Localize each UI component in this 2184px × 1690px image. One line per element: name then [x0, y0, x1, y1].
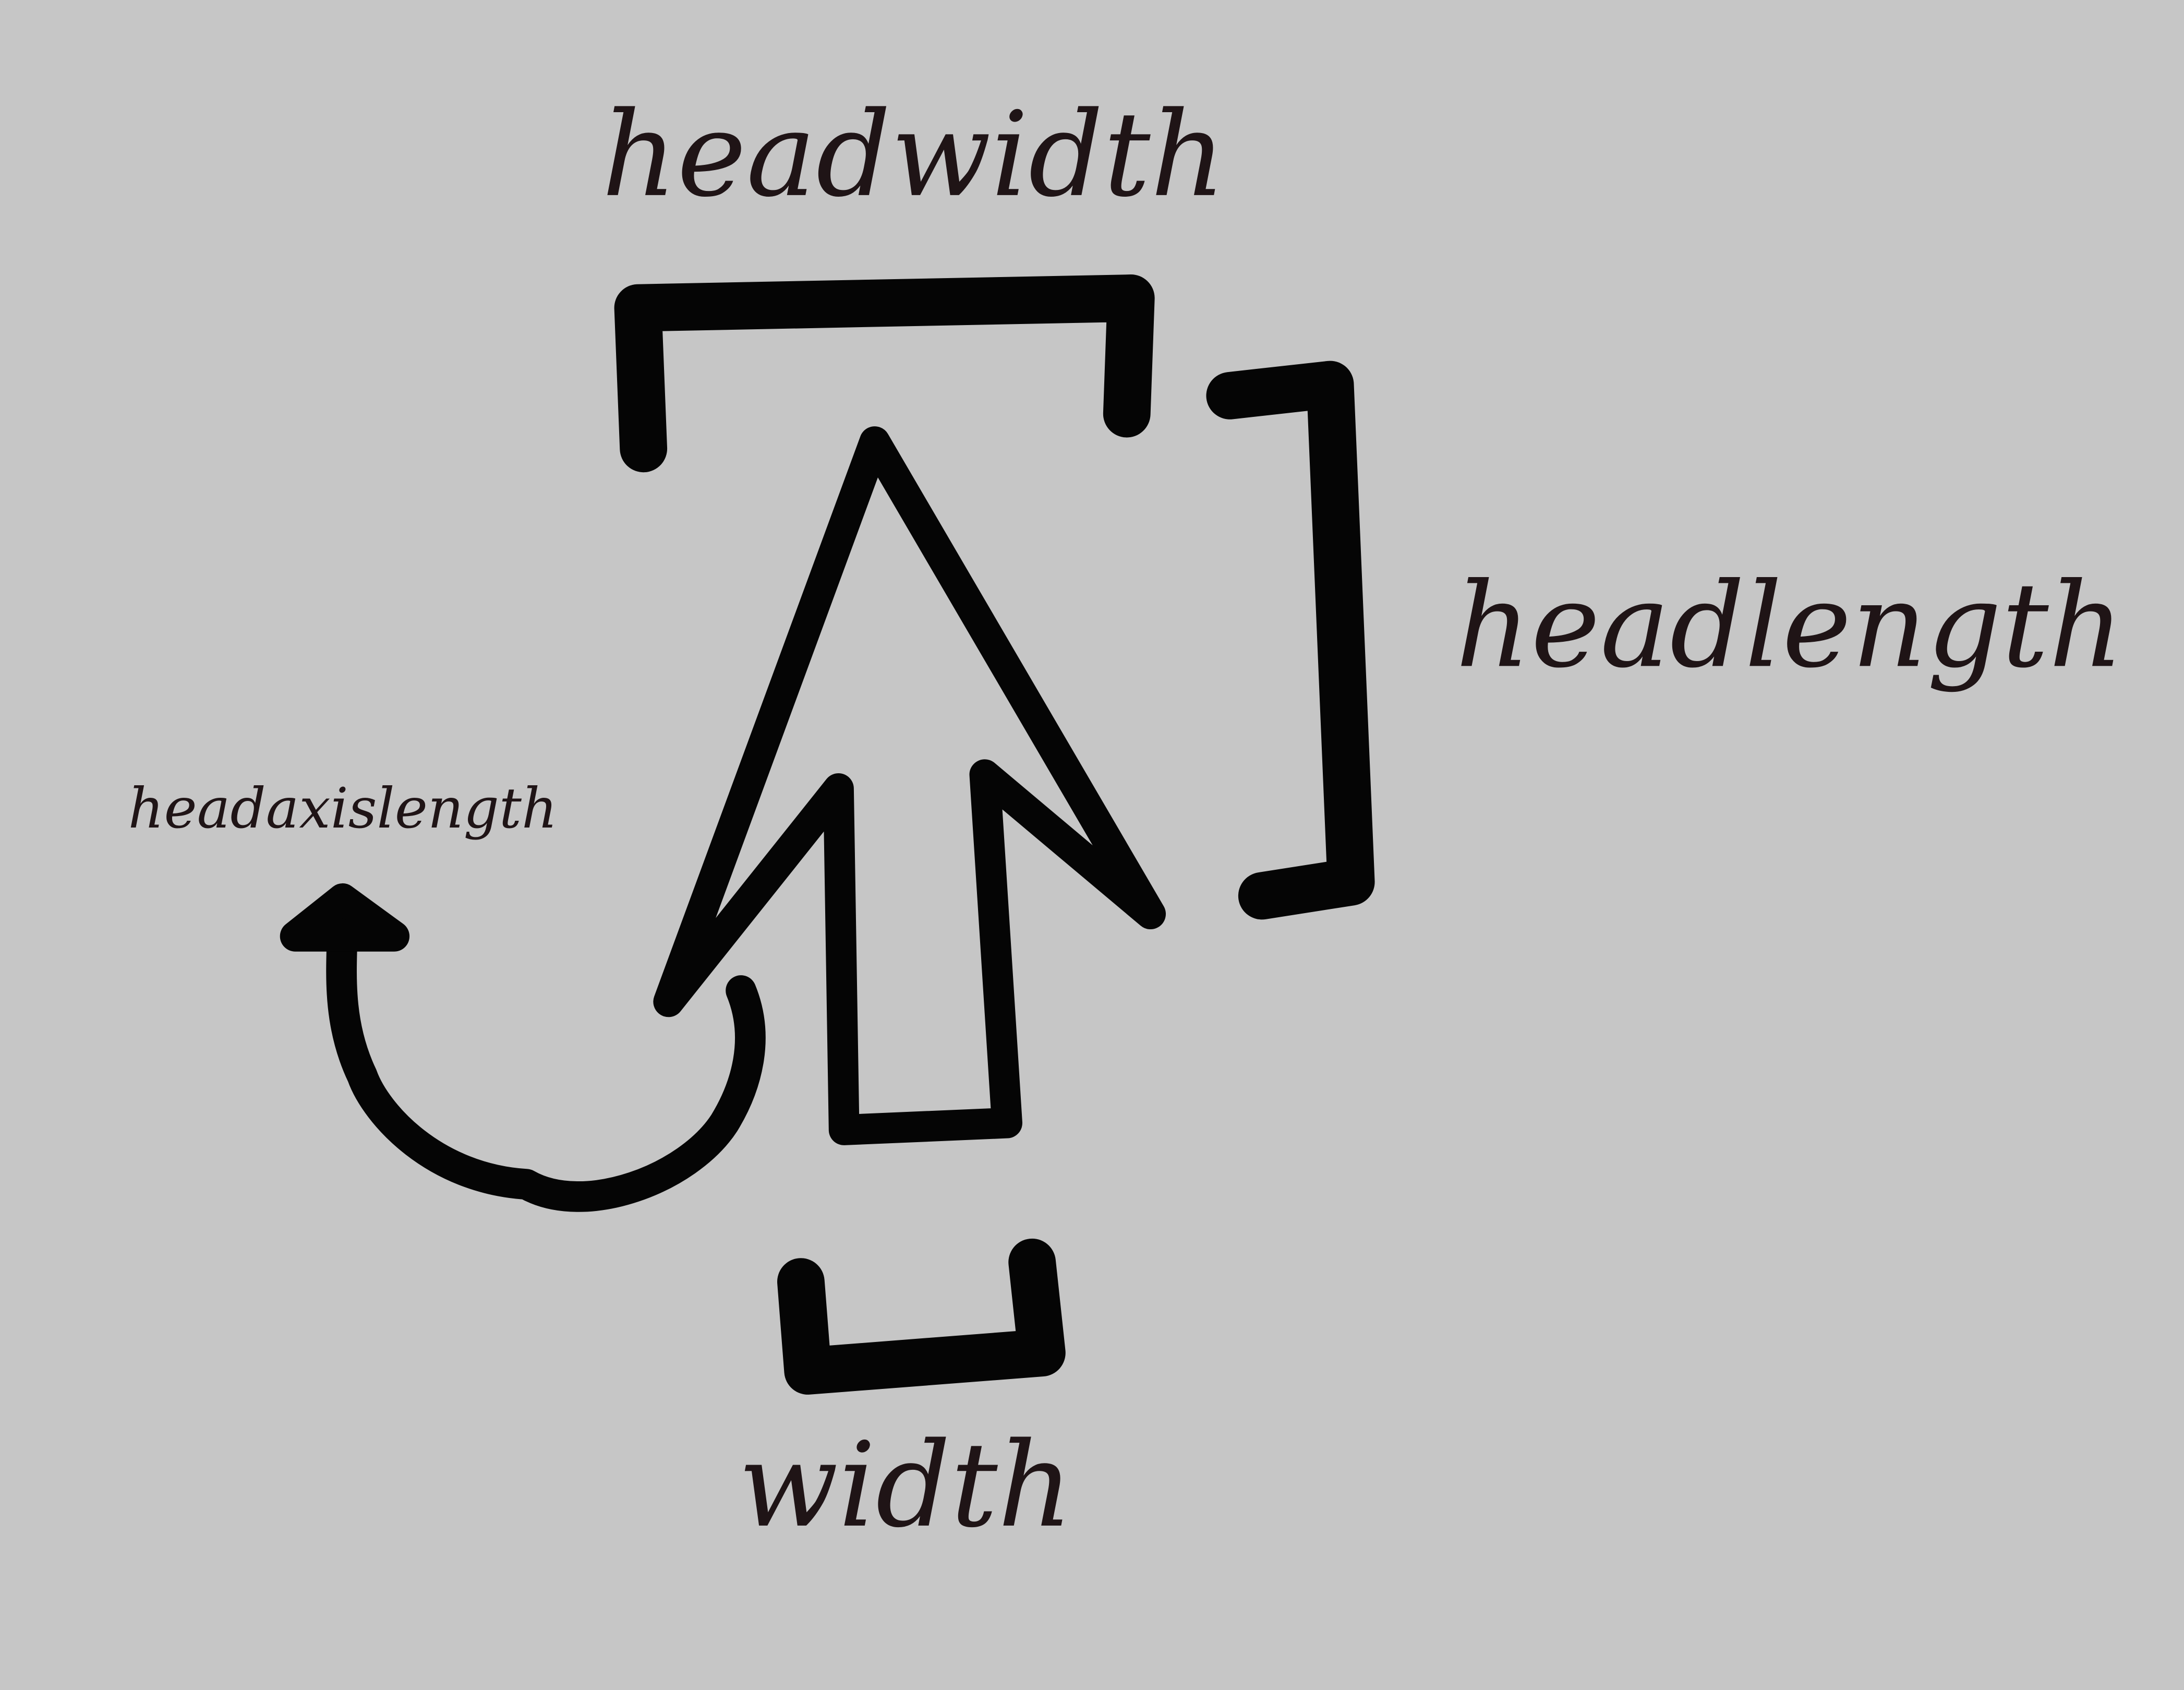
headlength-label: headlength — [1455, 557, 2124, 693]
headwidth-bracket — [614, 274, 1155, 473]
headlength-bracket — [1206, 361, 1375, 920]
headaxislength-label: headaxislength — [128, 776, 558, 841]
width-label: width — [738, 1417, 1073, 1553]
arrow-shape — [653, 426, 1166, 1145]
width-bracket — [777, 1238, 1066, 1395]
headwidth-label: headwidth — [602, 87, 1226, 223]
headaxislength-pointer-curve — [326, 898, 766, 1212]
headaxislength-pointer-head — [280, 883, 410, 952]
